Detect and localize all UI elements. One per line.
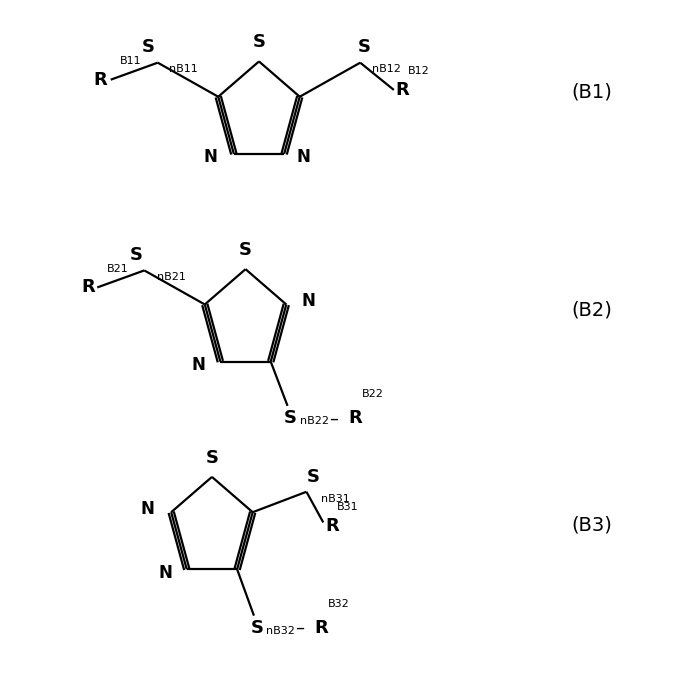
Text: N: N bbox=[203, 148, 217, 166]
Text: R: R bbox=[82, 279, 95, 297]
Text: S: S bbox=[357, 38, 370, 56]
Text: B21: B21 bbox=[107, 264, 129, 274]
Text: nB31: nB31 bbox=[321, 495, 350, 505]
Text: B31: B31 bbox=[338, 502, 359, 512]
Text: R: R bbox=[93, 71, 107, 89]
Text: S: S bbox=[284, 409, 297, 427]
Text: N: N bbox=[141, 500, 154, 518]
Text: nB21: nB21 bbox=[157, 272, 186, 281]
Text: S: S bbox=[205, 449, 218, 467]
Text: S: S bbox=[239, 241, 252, 259]
Text: B22: B22 bbox=[362, 389, 383, 399]
Text: –: – bbox=[295, 619, 304, 637]
Text: B12: B12 bbox=[408, 66, 429, 76]
Text: R: R bbox=[314, 619, 328, 637]
Text: S: S bbox=[252, 33, 265, 51]
Text: N: N bbox=[158, 564, 172, 582]
Text: S: S bbox=[129, 245, 142, 263]
Text: N: N bbox=[191, 356, 206, 374]
Text: nB32: nB32 bbox=[266, 626, 295, 636]
Text: R: R bbox=[396, 81, 410, 99]
Text: N: N bbox=[301, 292, 315, 310]
Text: B11: B11 bbox=[119, 56, 141, 66]
Text: nB11: nB11 bbox=[169, 64, 198, 74]
Text: (B1): (B1) bbox=[571, 83, 612, 101]
Text: R: R bbox=[325, 517, 339, 535]
Text: B32: B32 bbox=[328, 599, 350, 609]
Text: –: – bbox=[329, 409, 338, 427]
Text: R: R bbox=[348, 409, 362, 427]
Text: nB12: nB12 bbox=[372, 64, 401, 74]
Text: S: S bbox=[141, 38, 154, 56]
Text: nB22: nB22 bbox=[300, 416, 329, 426]
Text: S: S bbox=[307, 468, 320, 486]
Text: (B3): (B3) bbox=[571, 515, 612, 534]
Text: N: N bbox=[296, 148, 310, 166]
Text: S: S bbox=[250, 619, 263, 637]
Text: (B2): (B2) bbox=[571, 300, 612, 320]
